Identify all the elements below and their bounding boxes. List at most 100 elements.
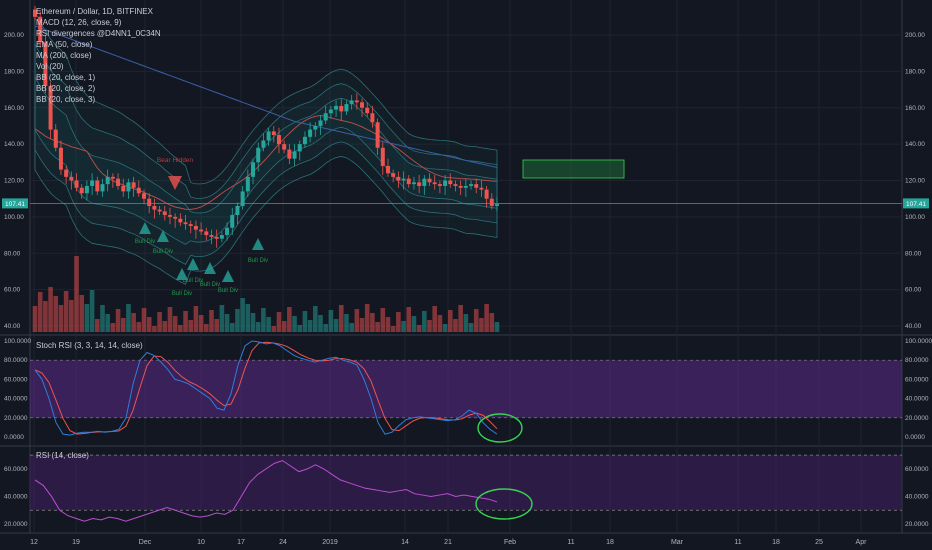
stoch-axis-label-left: 80.0000 xyxy=(4,357,28,364)
time-axis-label: 12 xyxy=(30,539,38,546)
candle xyxy=(282,140,287,154)
candle xyxy=(422,175,427,196)
candle-body xyxy=(162,211,167,216)
indicator-bb-3[interactable]: BB (20, close, 3) xyxy=(36,95,96,104)
symbol-title[interactable]: Ethereum / Dollar, 1D, BITFINEX xyxy=(36,7,153,16)
volume-bar xyxy=(416,325,422,332)
candle xyxy=(240,185,245,210)
candle xyxy=(204,227,209,241)
candle-body xyxy=(131,182,136,188)
volume-bar xyxy=(136,322,142,332)
candle xyxy=(74,173,79,192)
candle-body xyxy=(90,180,95,186)
volume-bar xyxy=(240,298,245,332)
candle xyxy=(474,178,479,194)
volume-bar xyxy=(235,309,240,332)
time-axis-label: 24 xyxy=(279,539,287,546)
candle-body xyxy=(147,198,152,206)
candle xyxy=(219,231,224,243)
candle-body xyxy=(193,225,198,230)
candle-body xyxy=(69,176,74,181)
candle xyxy=(95,176,100,196)
candle xyxy=(318,115,323,136)
volume-bar xyxy=(120,318,126,332)
candle-body xyxy=(328,109,333,114)
volume-bar xyxy=(69,300,74,332)
indicator-bb-2[interactable]: BB (20, close, 2) xyxy=(36,84,96,93)
candle-body xyxy=(276,135,281,145)
volume-bar xyxy=(53,296,59,332)
price-axis-label-right: 200.00 xyxy=(905,32,925,39)
price-axis-label-left: 100.00 xyxy=(4,214,24,221)
candle xyxy=(339,98,344,121)
candle xyxy=(90,173,95,196)
indicator-macd[interactable]: MACD (12, 26, close, 9) xyxy=(36,18,122,27)
rsi-axis-label-right: 60.0000 xyxy=(905,466,929,473)
volume-bar xyxy=(37,292,43,332)
candle xyxy=(183,215,188,230)
volume-bar xyxy=(229,323,235,332)
volume-bar xyxy=(271,326,277,332)
time-axis-label: Dec xyxy=(139,539,152,546)
current-price-badge-right xyxy=(903,198,929,209)
candle xyxy=(323,105,328,125)
candle-body xyxy=(323,113,328,121)
rsi-axis-label-right: 40.0000 xyxy=(905,493,929,500)
candle-body xyxy=(48,85,53,130)
bull-div-label: Bull Div xyxy=(200,282,220,288)
candle xyxy=(58,140,63,176)
stoch-rsi-title[interactable]: Stoch RSI (3, 3, 14, 14, close) xyxy=(36,341,143,350)
rsi-pane[interactable] xyxy=(30,454,902,522)
indicator-ema[interactable]: EMA (50, close) xyxy=(36,40,93,49)
volume-bar xyxy=(204,324,209,332)
candle xyxy=(235,202,240,225)
stoch-rsi-pane[interactable] xyxy=(30,340,902,443)
time-axis-label: 18 xyxy=(606,539,614,546)
indicator-volume[interactable]: Vol (20) xyxy=(36,62,64,71)
rsi-axis-label-left: 40.0000 xyxy=(4,493,28,500)
bear-hidden-arrow xyxy=(168,176,182,190)
candle-body xyxy=(282,144,287,150)
stoch-axis-label-left: 100.0000 xyxy=(4,338,31,345)
candle xyxy=(53,124,58,152)
target-zone-box xyxy=(522,159,625,179)
candle-body xyxy=(38,16,43,43)
candle-body xyxy=(261,140,266,148)
candle-body xyxy=(64,169,69,177)
indicator-ma[interactable]: MA (200, close) xyxy=(36,51,92,60)
volume-bar xyxy=(338,305,344,332)
candle-body xyxy=(443,180,448,186)
bull-div-label: Bull Div xyxy=(135,239,155,245)
volume-bar xyxy=(183,311,188,332)
candle-body xyxy=(152,205,157,210)
candle-body xyxy=(58,147,63,170)
candle-body xyxy=(463,185,468,188)
rsi-title[interactable]: RSI (14, close) xyxy=(36,451,89,460)
volume-bar xyxy=(266,317,271,332)
time-axis-label: 10 xyxy=(197,539,205,546)
indicator-rsi-divergences[interactable]: RSI divergences @D4NN1_0C34N xyxy=(36,29,161,38)
candle-body xyxy=(173,216,178,219)
time-axis-label: Mar xyxy=(671,539,684,546)
volume-bar xyxy=(302,311,308,332)
candle xyxy=(313,122,318,137)
candle-body xyxy=(214,236,219,239)
candle-body xyxy=(100,184,105,192)
candle xyxy=(287,144,292,165)
price-axis-label-right: 80.00 xyxy=(905,250,922,257)
time-axis-label: 25 xyxy=(815,539,823,546)
current-price-badge-left xyxy=(2,198,28,209)
volume-bar xyxy=(396,312,401,332)
bull-div-arrow xyxy=(157,230,169,242)
indicator-bb-1[interactable]: BB (20, close, 1) xyxy=(36,73,96,82)
candle-body xyxy=(157,209,162,212)
volume-bar xyxy=(281,321,287,332)
candle-body xyxy=(391,173,396,177)
price-axis-label-right: 160.00 xyxy=(905,105,925,112)
bull-div-arrow xyxy=(252,238,264,250)
candle xyxy=(126,178,131,199)
candle-body xyxy=(365,107,370,114)
candle-body xyxy=(479,187,484,190)
